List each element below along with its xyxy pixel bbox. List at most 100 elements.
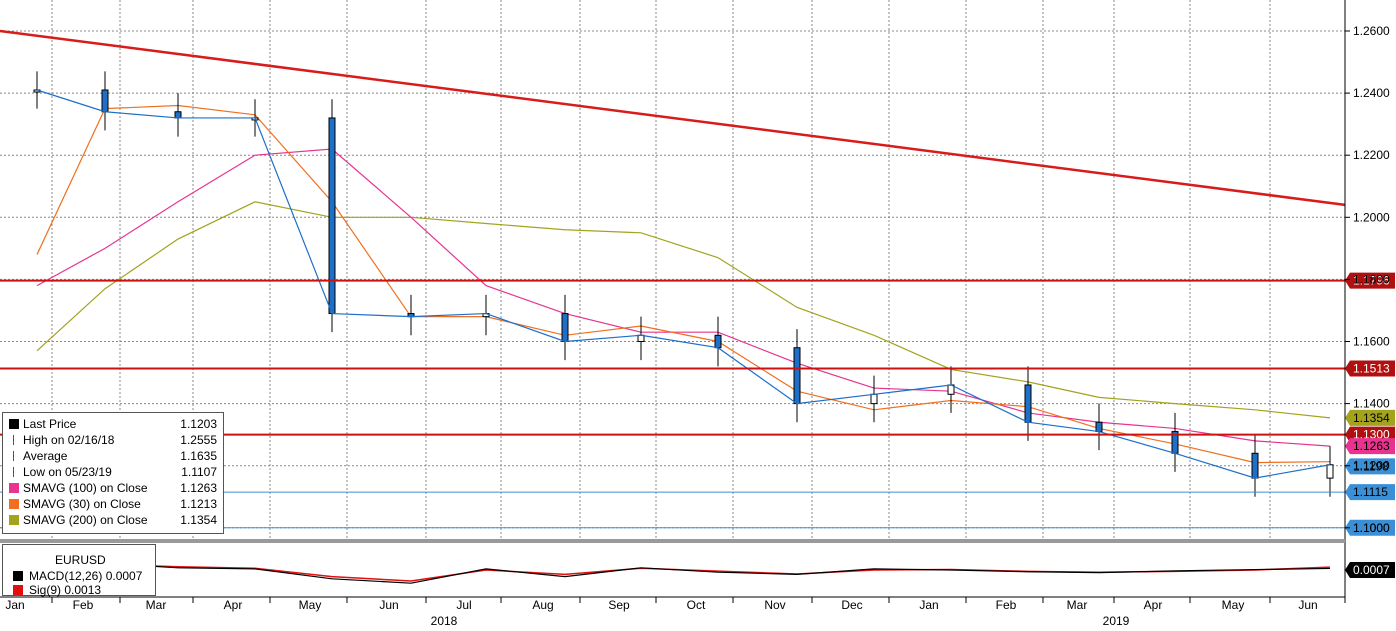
price-bar xyxy=(101,89,109,113)
y-tick-label: 1.1800 xyxy=(1353,272,1390,286)
y-tick-label: 1.2200 xyxy=(1353,148,1390,162)
price-bar xyxy=(1326,464,1334,479)
price-bar xyxy=(174,111,182,119)
y-tick-label: 1.1400 xyxy=(1353,397,1390,411)
horizontal-levels: 1.17961.15131.13001.11151.10001.13541.12… xyxy=(0,272,1395,536)
price-bar xyxy=(870,393,878,405)
legend-swatch xyxy=(9,419,19,429)
legend-row: Last Price 1.1203 xyxy=(3,416,223,432)
price-bar xyxy=(1251,452,1259,479)
level-tag-bg xyxy=(1345,519,1395,536)
macd-swatch xyxy=(13,571,23,581)
x-year-label: 2018 xyxy=(431,614,458,628)
legend-value: 1.1635 xyxy=(180,449,217,463)
legend-row: SMAVG (200) on Close 1.1354 xyxy=(3,512,223,528)
value-tag-label: 1.1198 xyxy=(1353,459,1389,473)
x-axis: Jan Feb Mar Apr May Jun Jul Aug Sep Oct Nov Dec Jan F… xyxy=(0,596,1346,628)
legend-box: Last Price 1.1203 High on 02/16/18 1.2555 Av… xyxy=(2,412,224,534)
x-month-label: Sep xyxy=(608,598,630,612)
legend-row: Average 1.1635 xyxy=(3,448,223,464)
legend-swatch xyxy=(13,451,20,461)
x-month-label: Jun xyxy=(379,598,398,612)
panel-divider xyxy=(0,539,1345,543)
x-month-label: Apr xyxy=(224,598,243,612)
legend-value: 1.1263 xyxy=(180,481,217,495)
level-tag-bg xyxy=(1345,272,1395,289)
x-month-label: Jul xyxy=(456,598,471,612)
macd-tag-label: 0.0007 xyxy=(1353,563,1390,577)
x-month-label: Mar xyxy=(1067,598,1088,612)
y-tick-label: 1.1000 xyxy=(1353,521,1390,535)
level-tag-label: 1.1115 xyxy=(1353,485,1388,499)
price-bar xyxy=(793,347,801,405)
x-month-label: Jun xyxy=(1298,598,1317,612)
y-tick-label: 1.2400 xyxy=(1353,86,1390,100)
legend-label: Low on 05/23/19 xyxy=(23,465,112,479)
x-month-label: Feb xyxy=(996,598,1017,612)
trendline xyxy=(0,29,1346,207)
macd-tag-bg xyxy=(1345,562,1395,578)
price-bar xyxy=(328,117,336,315)
sig-value: 0.0013 xyxy=(64,583,102,597)
value-tag-label: 1.1263 xyxy=(1353,439,1390,453)
plot-area xyxy=(0,0,1345,538)
macd-legend-row: MACD(12,26) 0.0007 xyxy=(3,569,153,583)
x-month-label: Aug xyxy=(532,598,553,612)
legend-value: 1.1354 xyxy=(180,513,217,527)
price-bar xyxy=(561,313,569,342)
x-month-label: Jan xyxy=(919,598,938,612)
level-tag-bg xyxy=(1345,360,1395,377)
legend-swatch xyxy=(9,515,19,525)
x-month-label: Oct xyxy=(687,598,706,612)
legend-swatch xyxy=(13,467,20,477)
sig-swatch xyxy=(13,585,23,595)
legend-row: High on 02/16/18 1.2555 xyxy=(3,432,223,448)
level-tag-label: 1.1796 xyxy=(1353,274,1390,288)
x-month-label: Nov xyxy=(764,598,785,612)
x-month-label: Dec xyxy=(841,598,862,612)
legend-value: 1.1213 xyxy=(180,497,217,511)
legend-swatch xyxy=(9,499,19,509)
legend-value: 1.1107 xyxy=(181,465,217,479)
value-tag-bg xyxy=(1345,438,1395,455)
y-tick-label: 1.1600 xyxy=(1353,335,1390,349)
sig-label: Sig(9) xyxy=(29,583,62,597)
sig-legend-row: Sig(9) 0.0013 xyxy=(3,583,153,597)
sma200-line xyxy=(36,201,1331,419)
level-tag-label: 1.1513 xyxy=(1353,362,1390,376)
x-month-label: Mar xyxy=(146,598,167,612)
legend-value: 1.1203 xyxy=(180,417,217,431)
y-tick-label: 1.1200 xyxy=(1353,459,1390,473)
legend-label: SMAVG (30) on Close xyxy=(23,497,141,511)
legend-label: High on 02/16/18 xyxy=(23,433,115,447)
price-bar xyxy=(1024,384,1032,423)
macd-value: 0.0007 xyxy=(105,569,143,583)
grid-lines xyxy=(0,0,1346,538)
price-bar xyxy=(714,334,722,349)
x-month-label: Apr xyxy=(1144,598,1163,612)
value-tag-label: 1.1354 xyxy=(1353,411,1390,425)
y-axis: 1.2600 1.2400 1.2200 1.2000 1.1800 1.1600 1.14… xyxy=(1344,0,1390,600)
x-month-label: May xyxy=(299,598,322,612)
value-tag-bg xyxy=(1345,409,1395,426)
x-month-label: Feb xyxy=(73,598,94,612)
sma100-line xyxy=(36,148,1331,447)
legend-label: Average xyxy=(23,449,68,463)
x-year-label: 2019 xyxy=(1103,614,1130,628)
sig-line xyxy=(36,563,1331,582)
legend-label: SMAVG (200) on Close xyxy=(23,513,148,527)
sma30-line xyxy=(36,104,1331,464)
value-tag-bg xyxy=(1345,458,1395,475)
legend-label: SMAVG (100) on Close xyxy=(23,481,148,495)
y-tick-label: 1.2000 xyxy=(1353,210,1390,224)
price-bar xyxy=(1095,421,1103,433)
level-tag-bg xyxy=(1345,484,1395,501)
macd-label: MACD(12,26) xyxy=(29,569,103,583)
legend-row: SMAVG (100) on Close 1.1263 xyxy=(3,480,223,496)
macd-line xyxy=(36,562,1331,584)
legend-value: 1.2555 xyxy=(180,433,217,447)
x-month-label: May xyxy=(1222,598,1245,612)
legend-swatch xyxy=(13,435,20,445)
legend-row: SMAVG (30) on Close 1.1213 xyxy=(3,496,223,512)
